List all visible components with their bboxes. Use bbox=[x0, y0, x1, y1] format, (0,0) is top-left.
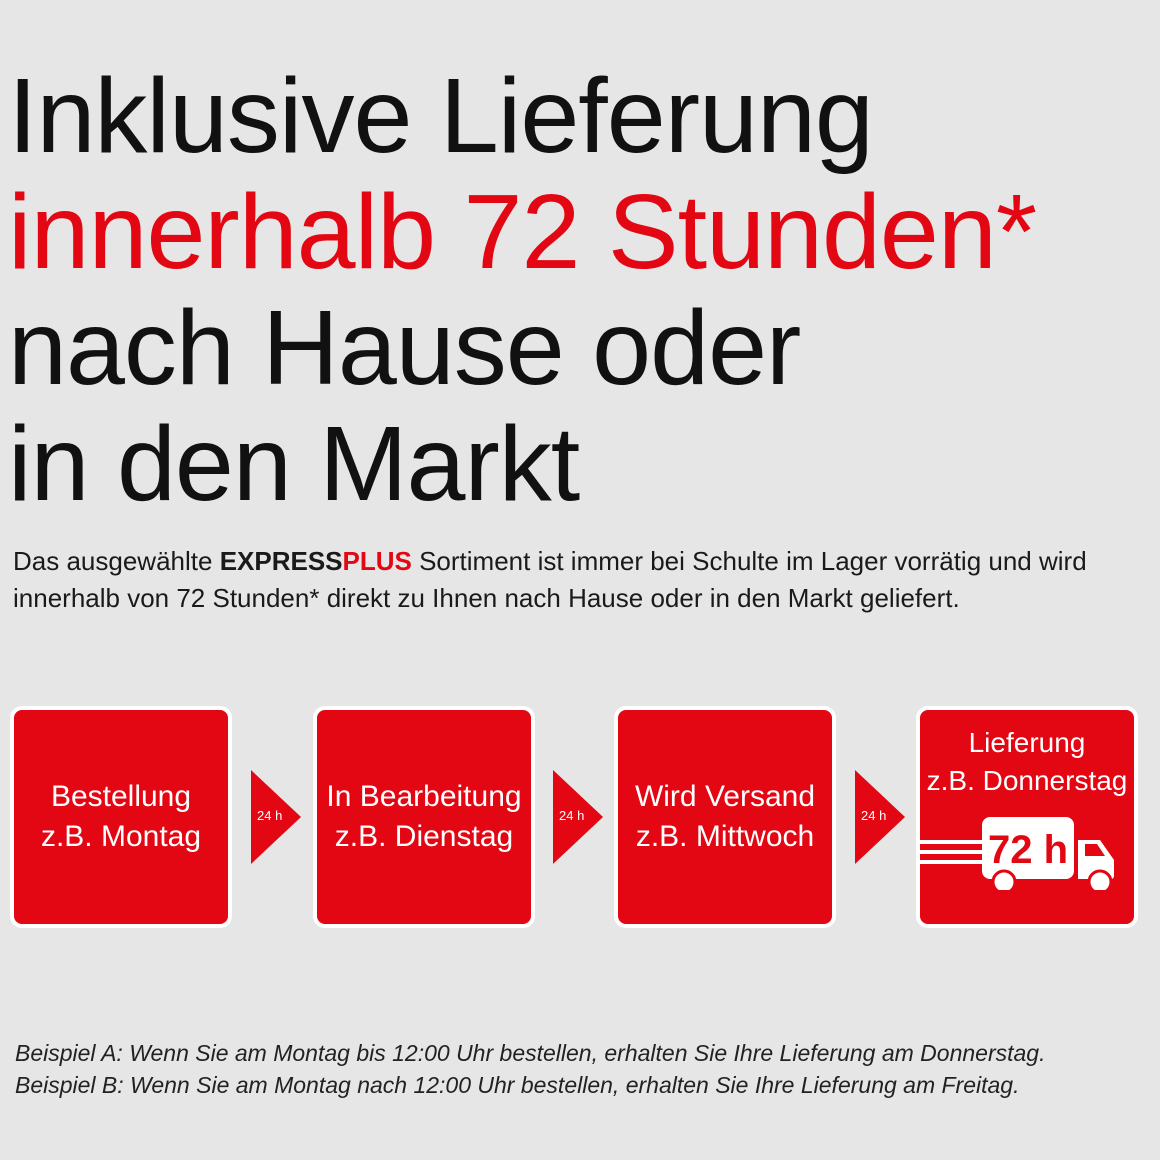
intro-line1-rest: Sortiment ist immer bei Schulte im Lager… bbox=[411, 546, 1087, 576]
truck-badge: 72 h bbox=[988, 828, 1068, 872]
arrow-label: 24 h bbox=[861, 808, 887, 823]
example-b: Beispiel B: Wenn Sie am Montag nach 12:0… bbox=[15, 1072, 1020, 1098]
intro-text: Das ausgewählte EXPRESSPLUS Sortiment is… bbox=[13, 543, 1153, 617]
step-title: Wird Versand bbox=[634, 780, 816, 813]
footer-examples: Beispiel A: Wenn Sie am Montag bis 12:00… bbox=[15, 1037, 1045, 1101]
step-delivery: Lieferung z.B. Donnerstag 72 h bbox=[916, 706, 1138, 928]
arrow-1: 24 h bbox=[251, 770, 301, 864]
example-a: Beispiel A: Wenn Sie am Montag bis 12:00… bbox=[15, 1040, 1046, 1066]
step-day: z.B. Montag bbox=[40, 820, 202, 853]
headline-line-3: nach Hause oder bbox=[8, 289, 801, 407]
step-day: z.B. Dienstag bbox=[334, 820, 514, 853]
arrow-right-icon bbox=[553, 770, 603, 864]
brand-express: EXPRESS bbox=[219, 546, 343, 576]
brand-plus: PLUS bbox=[342, 546, 412, 576]
step-title: Lieferung bbox=[968, 727, 1086, 758]
arrow-label: 24 h bbox=[559, 808, 585, 823]
headline: Inklusive Lieferung innerhalb 72 Stunden… bbox=[8, 57, 1037, 523]
step-title: Bestellung bbox=[50, 780, 192, 813]
step-day: z.B. Mittwoch bbox=[635, 820, 815, 853]
headline-line-4: in den Markt bbox=[8, 405, 580, 523]
intro-line2: innerhalb von 72 Stunden* direkt zu Ihne… bbox=[13, 583, 960, 613]
step-title: In Bearbeitung bbox=[326, 780, 522, 813]
arrow-3: 24 h bbox=[855, 770, 905, 864]
arrow-2: 24 h bbox=[553, 770, 603, 864]
delivery-truck-icon: 72 h bbox=[920, 817, 1114, 890]
headline-line-2: innerhalb 72 Stunden* bbox=[8, 173, 1037, 291]
arrow-right-icon bbox=[855, 770, 905, 864]
step-order: Bestellung z.B. Montag bbox=[10, 706, 232, 928]
arrow-label: 24 h bbox=[257, 808, 283, 823]
arrow-right-icon bbox=[251, 770, 301, 864]
step-shipping: Wird Versand z.B. Mittwoch bbox=[614, 706, 836, 928]
intro-prefix: Das ausgewählte bbox=[13, 546, 220, 576]
headline-line-1: Inklusive Lieferung bbox=[8, 57, 874, 175]
step-processing: In Bearbeitung z.B. Dienstag bbox=[313, 706, 535, 928]
step-day: z.B. Donnerstag bbox=[926, 765, 1128, 796]
